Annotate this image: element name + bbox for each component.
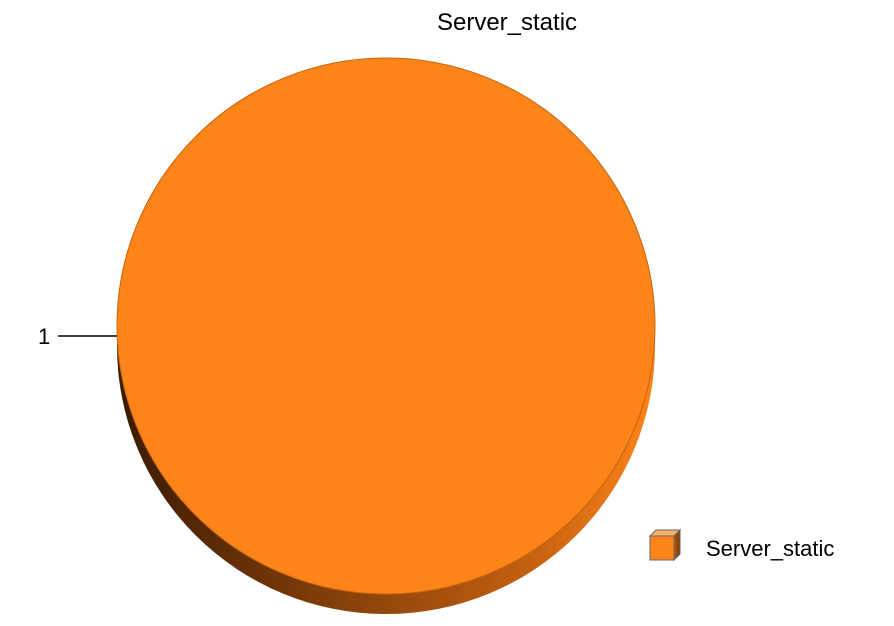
pie-slice <box>116 57 656 595</box>
chart-title: Server_static <box>437 9 577 36</box>
slice-label-group: 1 <box>38 324 117 349</box>
legend-swatch <box>648 528 682 562</box>
pie-group <box>116 57 656 614</box>
slice-value-label: 1 <box>38 324 50 349</box>
legend-label: Server_static <box>706 536 834 561</box>
legend: Server_static <box>648 528 834 562</box>
